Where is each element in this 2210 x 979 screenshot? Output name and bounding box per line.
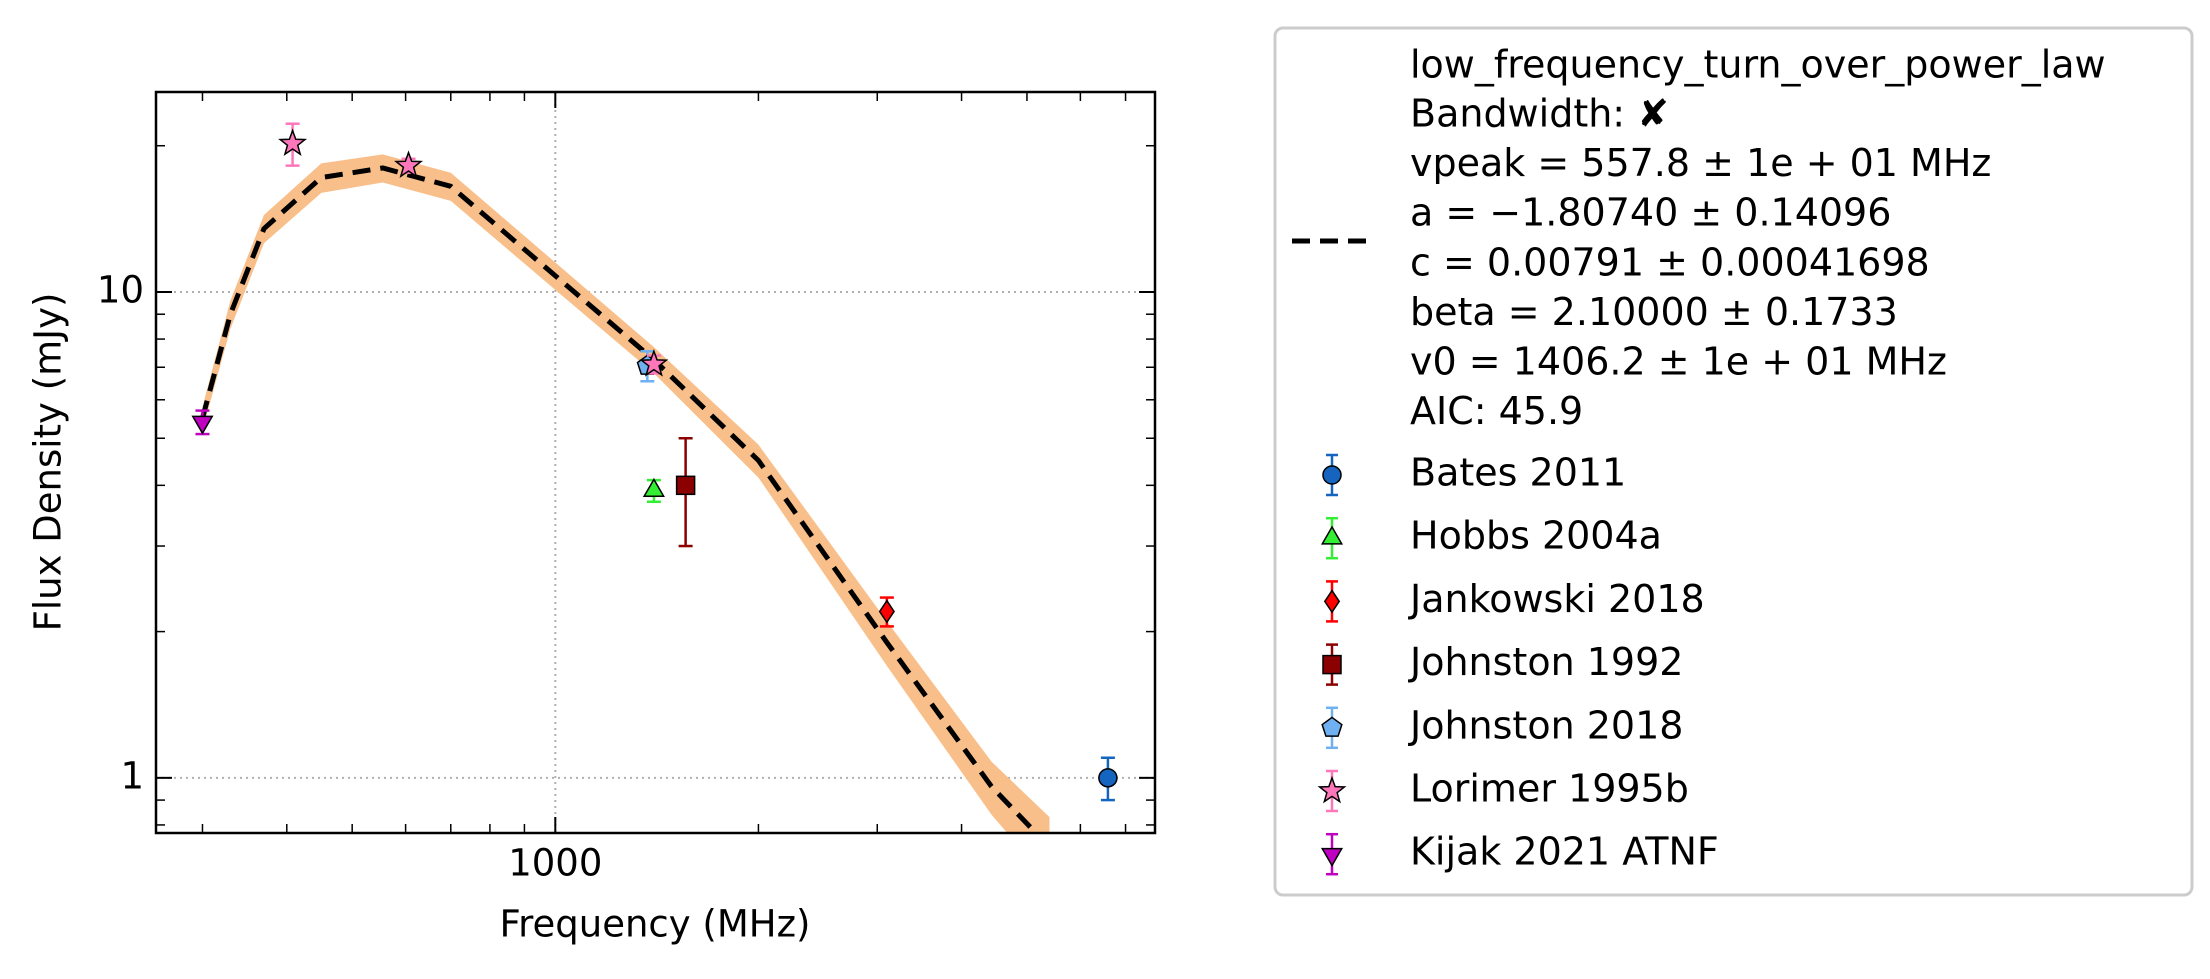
legend-label: Hobbs 2004a — [1410, 514, 1662, 558]
legend-fit-line: a = −1.80740 ± 0.14096 — [1410, 191, 1891, 235]
x-tick-label: 1000 — [508, 842, 602, 885]
data-point — [278, 128, 308, 156]
fit-band — [202, 154, 1050, 833]
data-point — [878, 599, 895, 624]
legend-fit-line: v0 = 1406.2 ± 1e + 01 MHz — [1410, 340, 1947, 384]
legend-fit-line: vpeak = 557.8 ± 1e + 01 MHz — [1410, 141, 1991, 185]
legend-label: Jankowski 2018 — [1408, 577, 1705, 621]
data-point — [642, 477, 665, 498]
legend-label: Johnston 1992 — [1408, 640, 1683, 684]
data-point — [394, 150, 424, 178]
data-point — [639, 349, 669, 377]
legend-label: Johnston 2018 — [1408, 703, 1683, 747]
plot-frame — [154, 90, 1157, 835]
legend-marker — [1321, 716, 1343, 737]
data-point — [675, 475, 696, 496]
data-point — [1098, 768, 1118, 788]
legend-fit-line: c = 0.00791 ± 0.00041698 — [1410, 240, 1930, 284]
legend-marker — [1320, 525, 1344, 545]
legend-fit-line: Bandwidth: ✘ — [1410, 92, 1669, 136]
legend-label: Kijak 2021 ATNF — [1410, 830, 1719, 874]
legend-marker — [1320, 847, 1344, 867]
x-axis-label: Frequency (MHz) — [500, 903, 811, 946]
data-point — [191, 415, 214, 435]
legend-marker — [1322, 654, 1342, 675]
legend-label: Bates 2011 — [1410, 451, 1626, 495]
legend-marker — [1322, 465, 1342, 485]
legend-fit-line: AIC: 45.9 — [1410, 389, 1583, 433]
y-tick-label: 10 — [97, 268, 144, 311]
legend-fit-line: beta = 2.10000 ± 0.1733 — [1410, 290, 1898, 334]
legend-marker — [1323, 589, 1341, 614]
legend-box — [1273, 26, 2194, 897]
legend-marker — [1317, 775, 1347, 804]
y-tick-label: 1 — [120, 754, 144, 797]
y-axis-label: Flux Density (mJy) — [27, 293, 70, 632]
fit-group — [200, 154, 1050, 833]
legend-fit-name: low_frequency_turn_over_power_law — [1410, 43, 2106, 87]
legend-label: Lorimer 1995b — [1410, 767, 1689, 811]
fit-line — [200, 165, 1040, 833]
